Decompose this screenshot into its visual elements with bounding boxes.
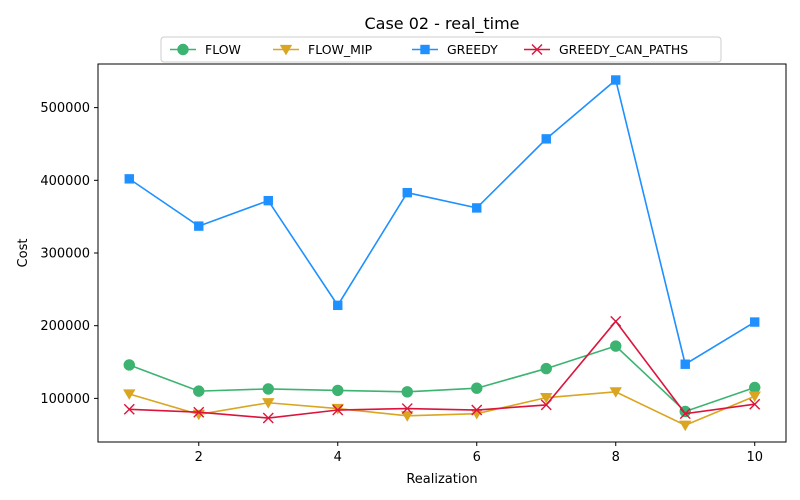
x-tick-label: 8 [612,450,620,465]
y-axis-label: Cost [16,239,31,268]
plot-area [97,63,787,443]
y-tick-label: 500000 [40,101,90,116]
y-tick-label: 200000 [40,319,90,334]
y-tick-label: 100000 [40,392,90,407]
data-point-flow [471,382,483,394]
data-point-flow [332,384,344,397]
data-point-greedy [333,300,343,311]
data-point-greedy-can-paths [679,408,691,420]
data-point-greedy-can-paths [540,399,552,411]
data-point-flow-mip [401,411,414,422]
series-greedy [124,75,760,369]
x-tick-label: 2 [195,450,203,465]
data-point-flow-mip [748,391,761,403]
data-point-flow [749,381,761,394]
data-point-greedy-can-paths [471,404,483,416]
series-line-flow [128,345,755,413]
data-point-flow [610,340,622,352]
legend-label-flow: FLOW [205,42,241,57]
legend-entry-flow-mip: FLOW_MIP [273,42,373,57]
x-axis-label: Realization [406,472,477,487]
data-point-flow [123,359,135,371]
x-tick-label: 10 [746,450,763,465]
legend-entry-greedy: GREEDY [412,42,498,57]
y-tick-label: 400000 [40,174,90,189]
legend-box [160,36,722,63]
series-greedy-can-paths [123,315,761,424]
series-layer [123,75,761,432]
series-line-greedy-can-paths [129,320,755,419]
data-point-flow-mip [470,409,483,420]
data-point-greedy-can-paths [123,403,135,415]
y-tick-label: 300000 [40,247,90,262]
legend-entry-flow: FLOW [170,42,241,57]
legend-marker-flow-mip [279,44,293,56]
data-point-greedy [750,317,760,327]
legend-marker-greedy [420,44,430,55]
legend-label-greedy-can-paths: GREEDY_CAN_PATHS [559,42,688,57]
legend: FLOW FLOW_MIP GREEDY GREEDY_CAN_PATHS [160,36,722,63]
x-axis: 2 4 6 8 10 [195,442,763,465]
data-point-greedy [194,221,204,231]
x-tick-label: 4 [334,450,342,465]
legend-marker-flow [177,43,189,56]
x-tick-label: 6 [473,450,481,465]
data-point-flow-mip [609,387,622,398]
chart-title: Case 02 - real_time [364,14,519,34]
series-line-flow-mip [129,391,756,427]
data-point-greedy [124,174,134,184]
data-point-greedy-can-paths [610,315,622,327]
data-point-flow [262,383,274,395]
data-point-greedy [263,195,273,206]
legend-marker-greedy-can-paths [531,44,543,55]
series-line-greedy [128,78,756,366]
data-point-flow-mip [262,398,275,409]
data-point-greedy-can-paths [401,403,413,415]
data-point-flow-mip [540,393,553,404]
data-point-greedy [680,359,690,369]
data-point-greedy [472,203,482,213]
legend-label-flow-mip: FLOW_MIP [308,42,373,57]
data-point-flow [401,386,413,398]
data-point-flow-mip [123,389,136,400]
data-point-greedy-can-paths [332,404,344,416]
data-point-flow [540,362,552,375]
data-point-greedy [402,187,412,198]
data-point-greedy-can-paths [193,406,205,418]
data-point-flow-mip [679,420,692,432]
legend-entry-greedy-can-paths: GREEDY_CAN_PATHS [524,42,688,57]
data-point-greedy [541,134,551,144]
data-point-greedy-can-paths [749,398,761,410]
data-point-flow [193,385,205,397]
y-axis: 100000 200000 300000 400000 500000 [40,101,98,407]
series-flow [123,340,761,418]
data-point-greedy-can-paths [262,412,274,424]
legend-label-greedy: GREEDY [447,42,498,57]
data-point-greedy [611,75,621,85]
